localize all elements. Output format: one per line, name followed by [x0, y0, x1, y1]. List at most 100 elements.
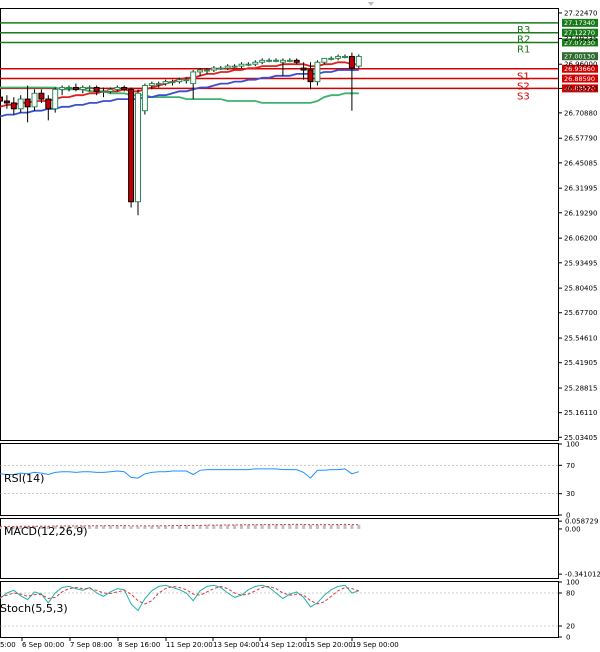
level-price-tag-label: 27.17340 [564, 19, 595, 27]
candle-body [307, 69, 314, 83]
price-tick-label: 25.03405 [564, 434, 597, 442]
price-tick-label: 25.80405 [564, 285, 597, 293]
candle-body [3, 100, 10, 104]
price-tick-label: 25.67700 [564, 309, 597, 317]
candle-body [66, 86, 72, 89]
price-tick-label: 26.57790 [564, 135, 597, 143]
candle-body [79, 86, 86, 90]
level-price-tag-label: 26.93660 [564, 65, 595, 73]
stoch-tick-label: 20 [566, 623, 575, 631]
stoch-lines [0, 584, 359, 612]
candle-body [210, 67, 217, 71]
level-price-tag-label: 27.12270 [564, 29, 595, 37]
level-label-r2: R2 [517, 35, 530, 46]
price-panel[interactable]: R3 27.17340 R2 27.12270 R1 27.07230 S1 26.93660… [0, 8, 598, 442]
candle-body [52, 88, 59, 110]
price-tick-label: 26.31995 [564, 185, 597, 193]
rsi-panel[interactable]: RSI(14) 100 70 30 0 [0, 441, 579, 520]
candle-body [72, 86, 79, 90]
level-label-r3: R3 [517, 25, 530, 36]
level-price-tag [562, 84, 598, 93]
price-tick-label: 26.70880 [564, 109, 597, 117]
candle-body [38, 92, 45, 100]
candle-body [279, 59, 286, 63]
candle-body [217, 67, 224, 70]
candle-body [224, 65, 231, 69]
scroll-marker-icon[interactable] [368, 2, 374, 6]
level-price-tag-label: 27.07230 [564, 39, 595, 47]
rsi-series-line [0, 468, 359, 479]
level-price-tag-label: 26.83520 [564, 85, 595, 93]
price-tick-label: 27.09235 [564, 35, 597, 43]
price-tick-label: 26.83520 [564, 85, 597, 93]
candle-body [293, 59, 300, 63]
price-tick-label: 25.93495 [564, 259, 597, 267]
level-label-s3: S3 [517, 91, 530, 102]
rsi-tick-label: 0 [566, 512, 570, 520]
rsi-label: RSI(14) [4, 472, 44, 485]
candle-body [238, 63, 245, 67]
x-tick-label: 7 Sep 08:00 [70, 641, 112, 649]
candle-body [128, 88, 135, 203]
candle-body [335, 55, 342, 59]
x-tick-label: 19 Sep 00:00 [352, 641, 399, 649]
price-tick-label: 25.16110 [564, 409, 597, 417]
price-y-axis: 27.22470 27.09235 26.96000 26.83520 26.70880… [558, 9, 597, 442]
candle-body [107, 88, 114, 92]
candle-body [31, 92, 38, 108]
candles [0, 52, 362, 216]
rsi-panel-frame [0, 443, 559, 516]
stoch-signal-line [0, 585, 359, 605]
candle-body [328, 57, 335, 60]
price-tick-label: 26.45085 [564, 159, 597, 167]
stoch-grid [0, 592, 558, 627]
stoch-tick-label: 80 [566, 590, 575, 598]
rsi-tick-label: 30 [566, 490, 575, 498]
level-label-s1: S1 [517, 72, 530, 83]
stoch-panel[interactable]: Stoch(5,5,3) 100 80 20 0 [0, 579, 579, 642]
stoch-main-line [0, 584, 359, 612]
candle-body [148, 83, 155, 87]
level-price-tag [562, 64, 598, 73]
support-resistance-levels: R3 27.17340 R2 27.12270 R1 27.07230 S1 26.93660… [0, 18, 598, 102]
x-tick-label: 8 Sep 16:00 [118, 641, 160, 649]
current-price-label: 27.00130 [564, 53, 595, 61]
candle-body [114, 86, 121, 90]
macd-tick-label: 0.00 [565, 525, 581, 533]
ma-mid-line [0, 69, 359, 118]
macd-lines [0, 523, 361, 529]
candle-body [355, 55, 362, 67]
rsi-tick-label: 70 [566, 462, 575, 470]
candle-body [135, 92, 141, 203]
candle-body [204, 69, 210, 72]
candle-body [266, 59, 273, 62]
price-tick-label: 26.06200 [564, 235, 597, 243]
candle-body [259, 59, 266, 63]
candle-body [342, 55, 348, 58]
level-price-tag [562, 38, 598, 47]
time-x-axis: 5:00 6 Sep 00:00 7 Sep 08:00 8 Sep 16:00 11 … [0, 638, 399, 649]
x-tick-label: 15 Sep 20:00 [306, 641, 353, 649]
stoch-label: Stoch(5,5,3) [0, 602, 68, 615]
candle-body [93, 86, 100, 92]
macd-tick-label: 0.058729 [565, 518, 598, 526]
candle-body [183, 79, 190, 82]
candle-body [273, 59, 279, 62]
level-label-r1: R1 [517, 44, 530, 55]
stoch-tick-label: 100 [566, 579, 579, 587]
x-tick-label: 14 Sep 12:00 [260, 641, 307, 649]
level-price-tag [562, 28, 598, 37]
rsi-grid [0, 465, 558, 494]
macd-panel-frame [0, 518, 559, 579]
x-tick-label: 6 Sep 00:00 [22, 641, 64, 649]
candle-body [190, 71, 197, 85]
x-tick-label: 11 Sep 20:00 [166, 641, 213, 649]
candle-body [86, 86, 93, 89]
candle-body [24, 98, 31, 108]
candle-body [286, 59, 293, 62]
stoch-y-axis: 100 80 20 0 [558, 579, 579, 642]
candle-body [231, 65, 238, 68]
